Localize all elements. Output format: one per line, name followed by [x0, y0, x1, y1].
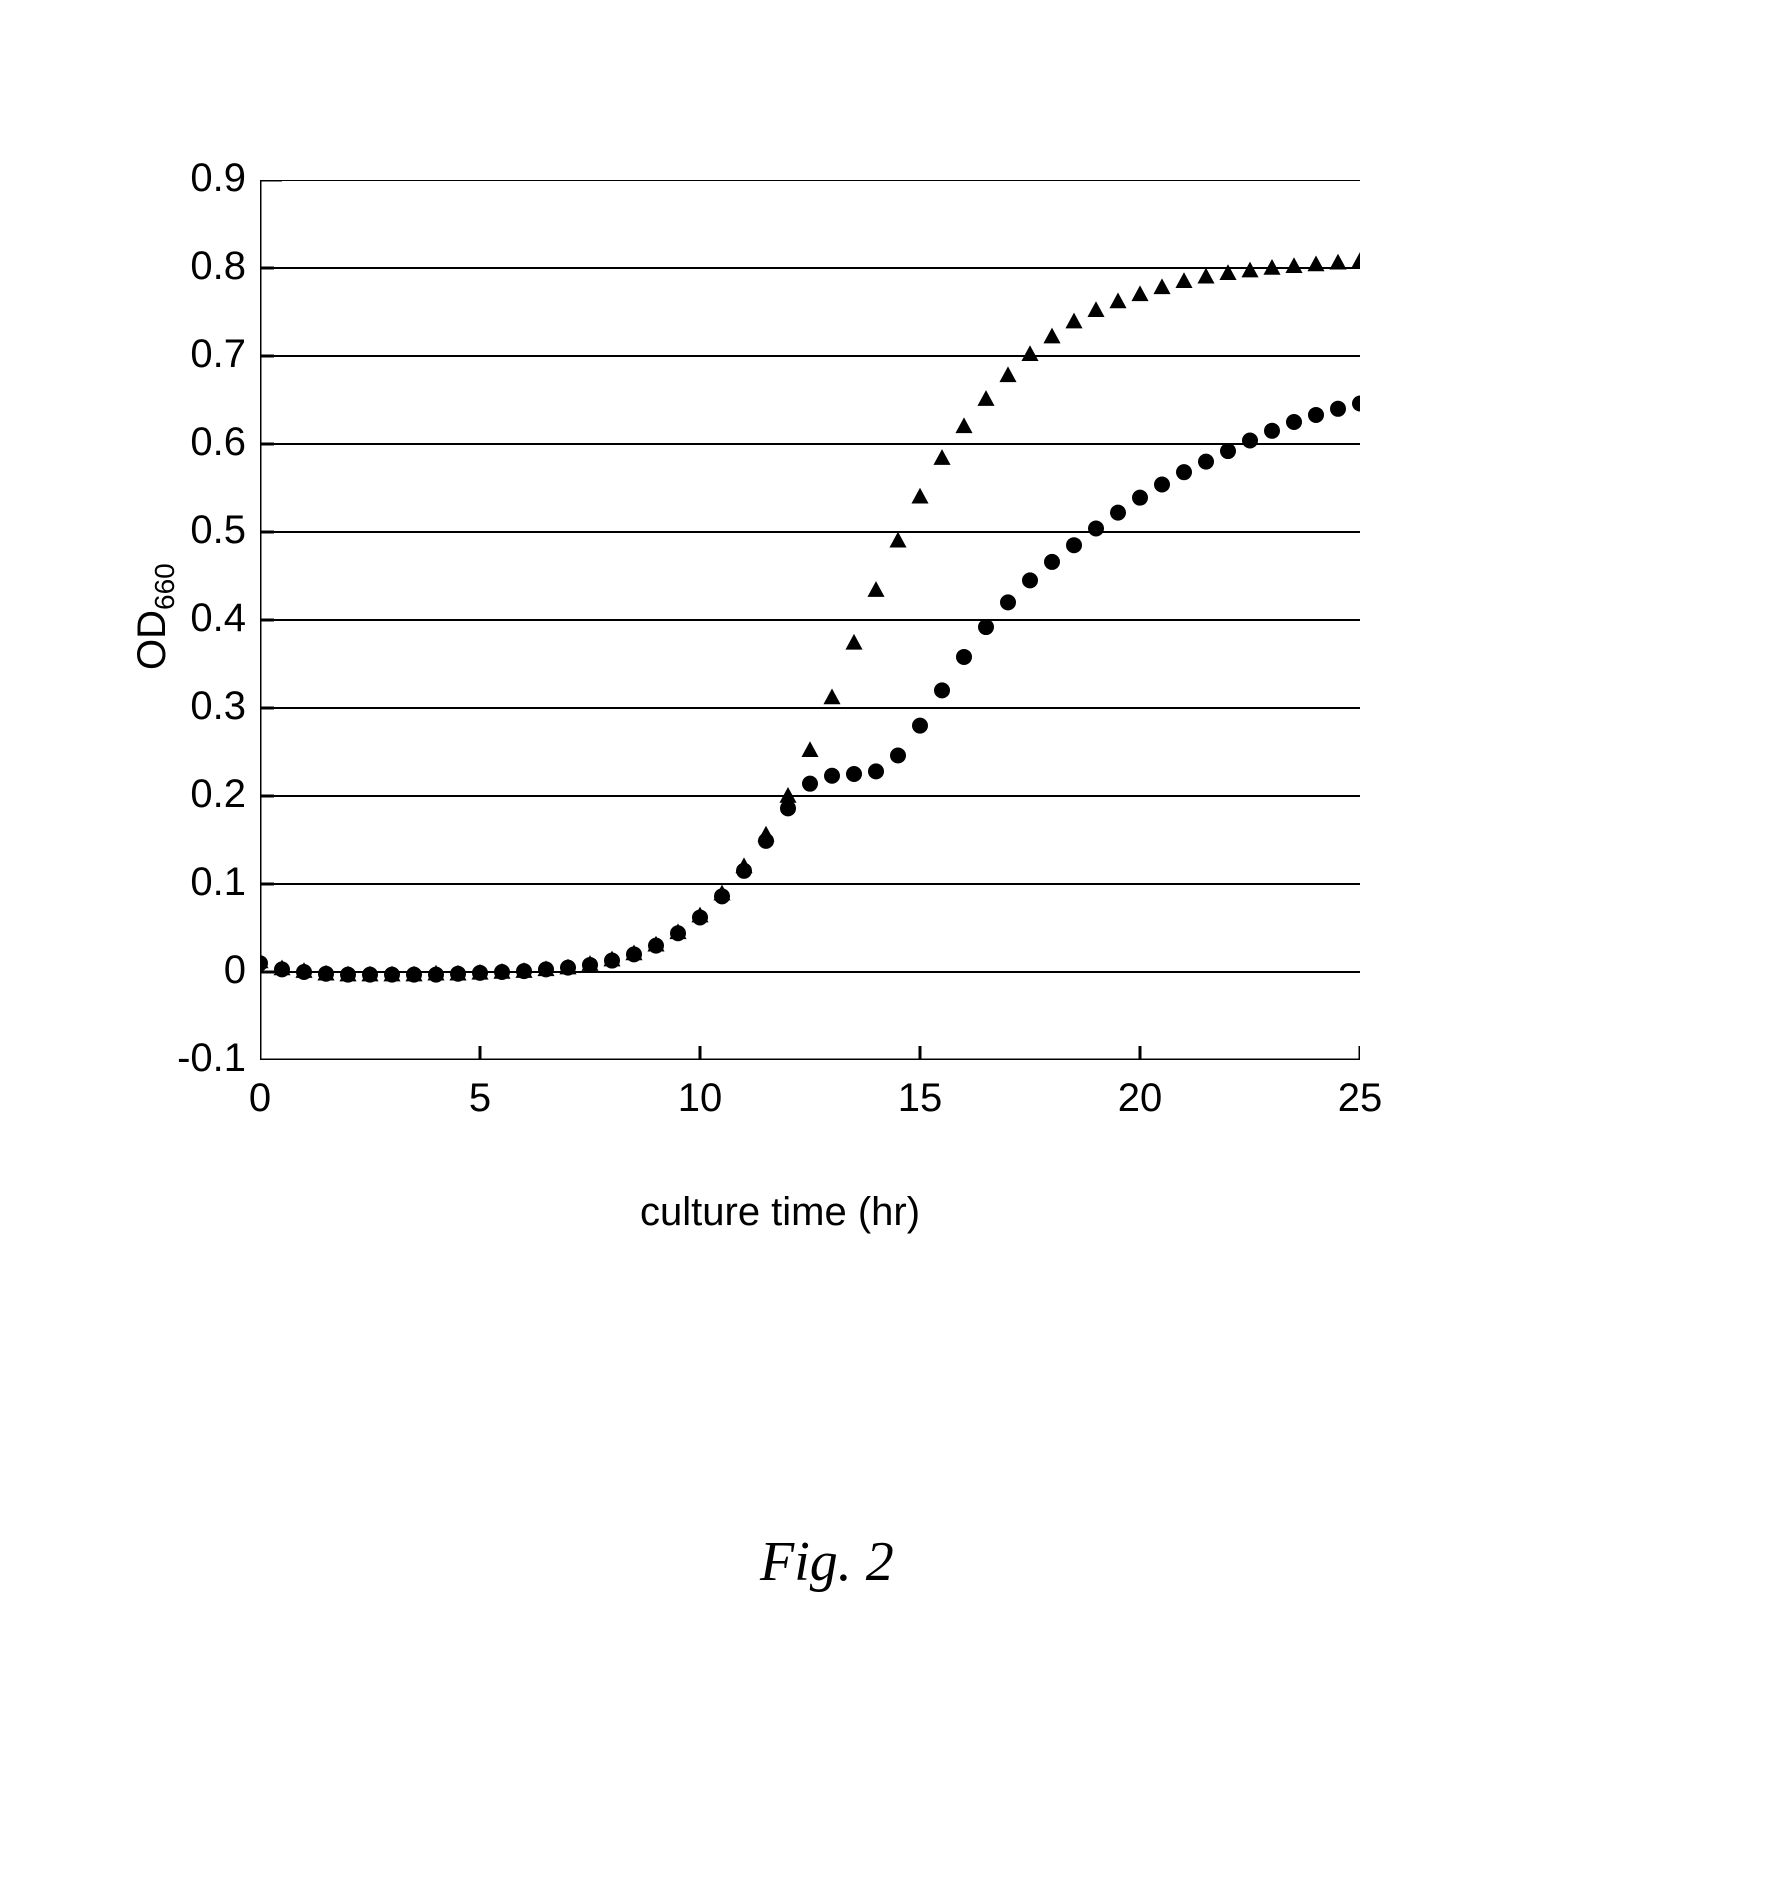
y-tick-label: 0.8: [126, 244, 246, 289]
y-tick-label: 0.1: [126, 860, 246, 905]
x-tick-label: 25: [1330, 1076, 1390, 1121]
y-tick-label: 0.6: [126, 420, 246, 465]
y-tick-label: 0.4: [126, 596, 246, 641]
y-tick-label: 0.7: [126, 332, 246, 377]
x-tick-label: 0: [230, 1076, 290, 1121]
y-tick-label: 0.2: [126, 772, 246, 817]
y-tick-label: 0.3: [126, 684, 246, 729]
x-tick-label: 5: [450, 1076, 510, 1121]
figure-caption: Fig. 2: [760, 1530, 894, 1594]
page: OD660 -0.100.10.20.30.40.50.60.70.80.905…: [0, 0, 1787, 1880]
y-tick-label: 0.5: [126, 508, 246, 553]
y-tick-label: 0: [126, 948, 246, 993]
x-tick-label: 20: [1110, 1076, 1170, 1121]
x-tick-label: 10: [670, 1076, 730, 1121]
x-axis-label: culture time (hr): [640, 1190, 920, 1235]
x-tick-label: 15: [890, 1076, 950, 1121]
chart: [260, 180, 1360, 1065]
chart-svg: [260, 180, 1360, 1060]
y-tick-label: -0.1: [126, 1036, 246, 1081]
y-tick-label: 0.9: [126, 156, 246, 201]
